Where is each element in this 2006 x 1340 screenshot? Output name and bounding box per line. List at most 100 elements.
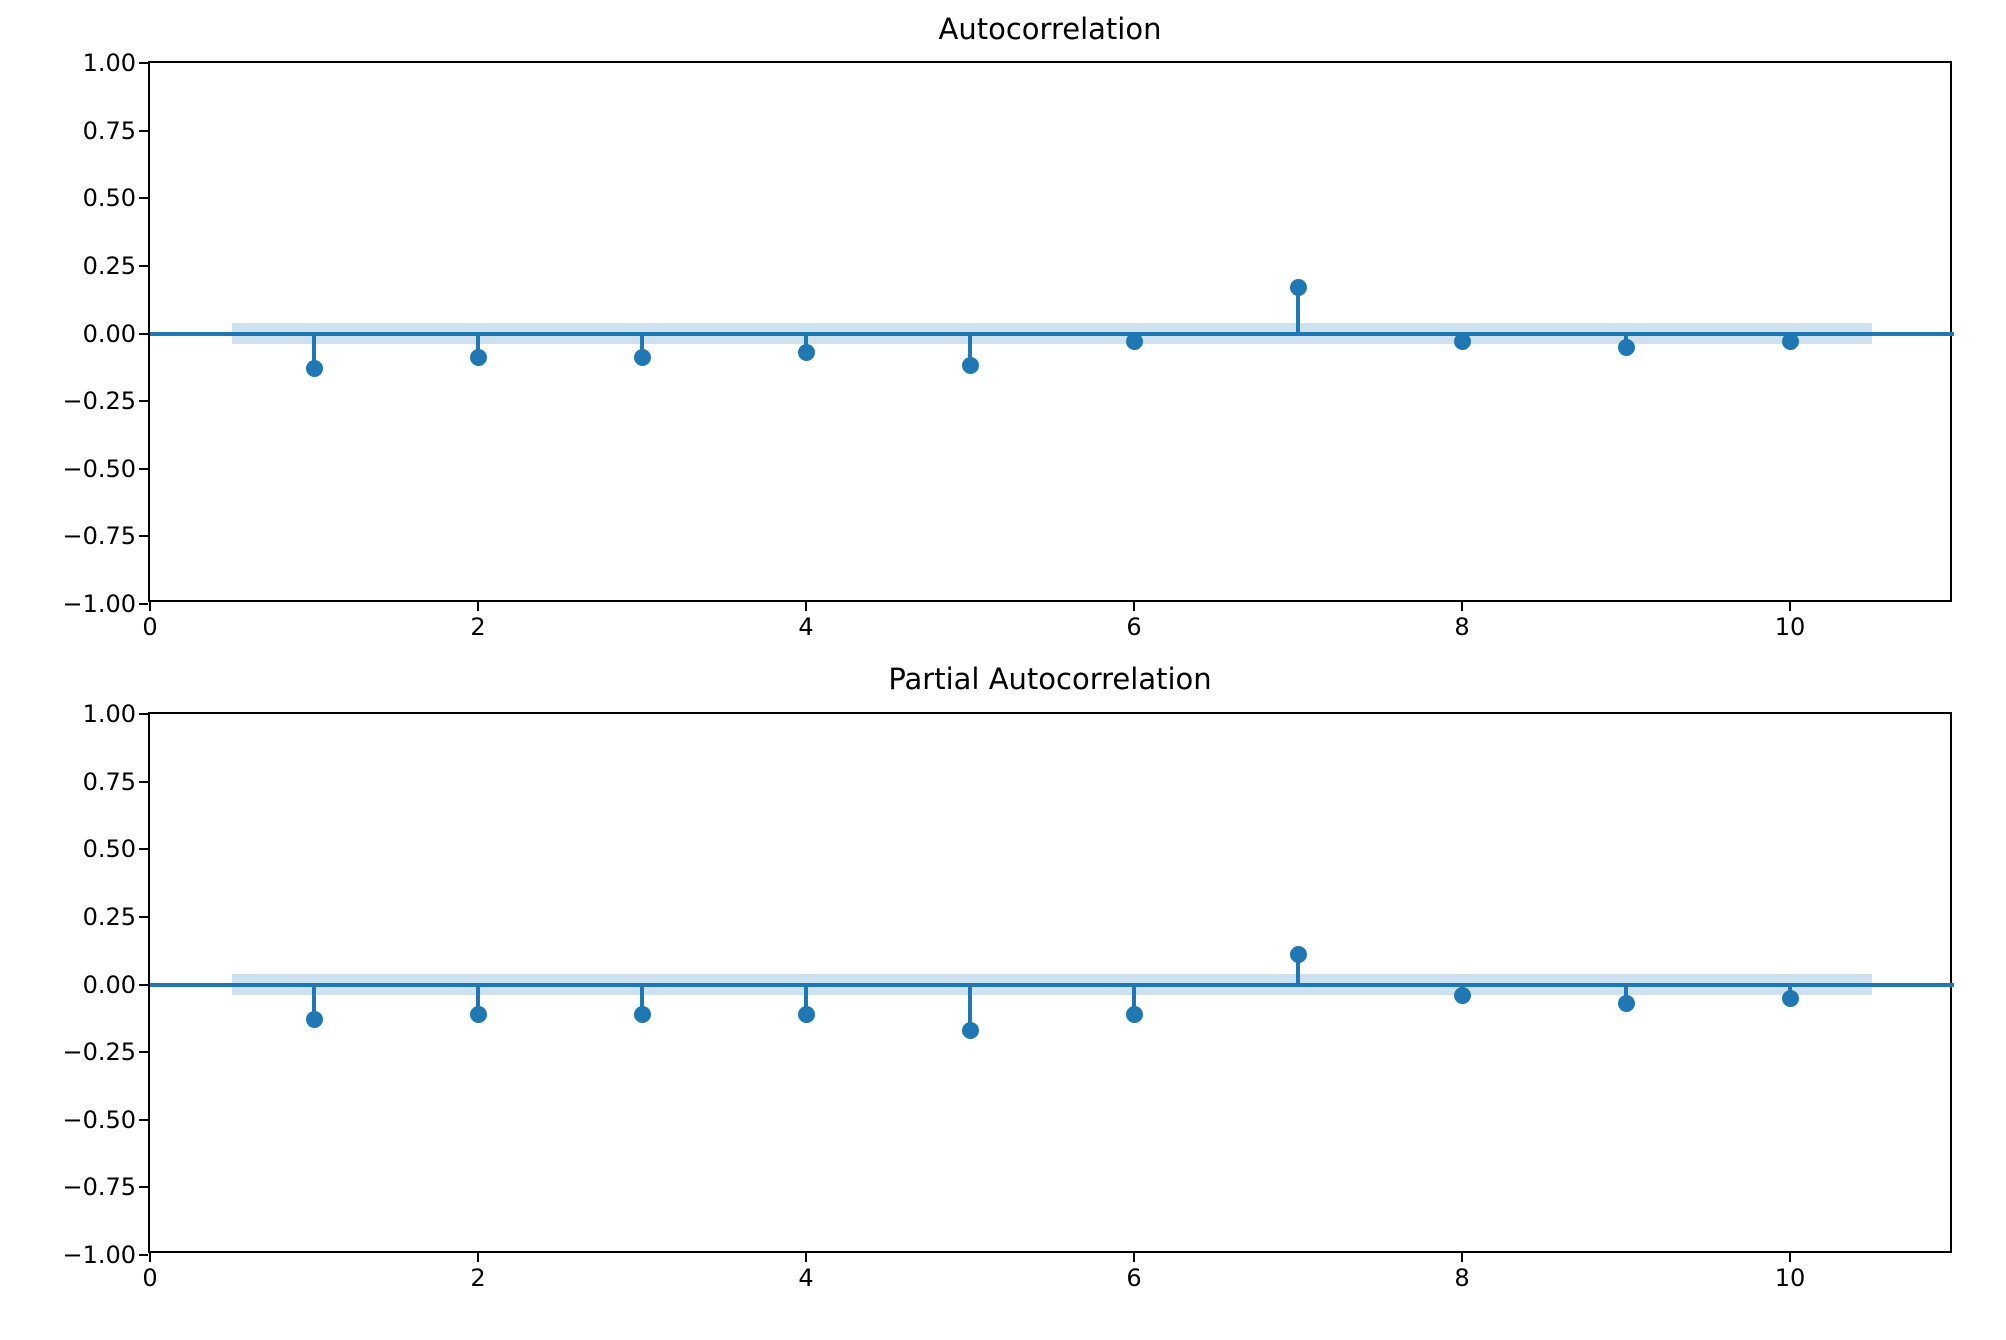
pacf-marker-lag-2 <box>469 1005 487 1023</box>
pacf-marker-lag-9 <box>1617 994 1635 1012</box>
acf-marker-lag-7 <box>1289 279 1307 296</box>
pacf-xtick-label: 8 <box>1454 1264 1470 1292</box>
pacf-stem-lag-1 <box>312 984 316 1020</box>
pacf-xtick <box>1133 1253 1135 1262</box>
acf-marker-lag-6 <box>1125 333 1143 351</box>
pacf-axes: 1.00 0.75 0.50 0.25 0.00 −0.25 −0.50 −0.75 −1.00… <box>62 700 1954 1292</box>
pacf-ytick-label: 1.00 <box>82 700 136 728</box>
pacf-stem-lag-5 <box>968 984 972 1031</box>
pacf-marker-lag-5 <box>961 1021 979 1039</box>
acf-xtick-label: 4 <box>798 613 814 641</box>
pacf-xtick-label: 6 <box>1126 1264 1142 1292</box>
acf-xtick-label: 6 <box>1126 613 1142 641</box>
acf-marker-lag-5 <box>961 357 979 375</box>
pacf-stem-lag-6 <box>1132 984 1136 1015</box>
acf-ytick <box>139 400 148 403</box>
acf-stem-lag-5 <box>968 333 972 366</box>
pacf-xtick-label: 2 <box>470 1264 486 1292</box>
acf-ytick-label: −1.00 <box>62 590 136 618</box>
pacf-marker-lag-10 <box>1781 989 1799 1007</box>
pacf-ytick <box>139 780 148 783</box>
pacf-xtick <box>149 1253 151 1262</box>
acf-xtick <box>1133 602 1135 611</box>
pacf-ytick <box>139 1186 148 1189</box>
pacf-stem-lag-3 <box>640 984 644 1015</box>
pacf-ytick-label: 0.00 <box>82 970 136 999</box>
pacf-xtick-label: 10 <box>1774 1264 1806 1292</box>
acf-stem-lag-4 <box>804 333 808 353</box>
pacf-xtick-label: 4 <box>798 1264 814 1292</box>
pacf-marker-lag-3 <box>633 1005 651 1023</box>
pacf-stem-lag-9 <box>1624 984 1628 1004</box>
acf-ytick-label: 0.00 <box>82 319 136 348</box>
acf-xtick <box>149 602 151 611</box>
acf-ytick <box>139 62 148 64</box>
acf-ytick <box>139 535 148 538</box>
acf-ytick-label: −0.25 <box>62 387 136 416</box>
pacf-stem-lag-7 <box>1296 954 1300 985</box>
acf-marker-lag-1 <box>305 360 323 378</box>
pacf-marker-lag-4 <box>797 1005 815 1023</box>
pacf-xtick <box>477 1253 479 1262</box>
pacf-ytick-label: −1.00 <box>62 1241 136 1269</box>
pacf-marker-lag-6 <box>1125 1005 1143 1023</box>
pacf-ytick <box>139 848 148 851</box>
acf-ytick <box>139 197 148 200</box>
acf-xtick-label: 10 <box>1774 613 1806 641</box>
acf-xtick-label: 8 <box>1454 613 1470 641</box>
pacf-xtick <box>1461 1253 1463 1262</box>
pacf-xtick-label: 0 <box>142 1264 158 1292</box>
acf-xtick-label: 2 <box>470 613 486 641</box>
pacf-marker-lag-8 <box>1453 986 1471 1004</box>
acf-ytick <box>139 129 148 132</box>
pacf-title: Partial Autocorrelation <box>888 662 1212 696</box>
pacf-ytick <box>139 1118 148 1121</box>
pacf-xtick <box>1789 1253 1791 1262</box>
acf-xtick <box>1789 602 1791 611</box>
pacf-stem-lag-4 <box>804 984 808 1015</box>
acf-ytick-label: 0.50 <box>82 184 136 213</box>
acf-marker-lag-9 <box>1617 338 1635 356</box>
acf-stem-lag-2 <box>476 333 480 358</box>
pacf-subplot: Partial Autocorrelation 1.00 0.75 0.50 0.25… <box>0 651 2006 1340</box>
pacf-ytick <box>139 983 148 986</box>
pacf-stem-lag-2 <box>476 984 480 1015</box>
pacf-ytick-label: −0.25 <box>62 1038 136 1067</box>
acf-xtick <box>1461 602 1463 611</box>
acf-axes: 1.00 0.75 0.50 0.25 0.00 −0.25 −0.50 −0.75 −1.00… <box>62 49 1954 641</box>
acf-ytick-label: −0.50 <box>62 454 136 483</box>
pacf-ytick <box>139 1254 148 1256</box>
pacf-zero-line <box>150 982 1954 987</box>
acf-ytick <box>139 264 148 267</box>
pacf-ytick-label: −0.50 <box>62 1105 136 1134</box>
acf-marker-lag-2 <box>469 349 487 367</box>
acf-title: Autocorrelation <box>938 12 1162 46</box>
acf-marker-lag-4 <box>797 343 815 361</box>
acf-ytick <box>139 332 148 335</box>
acf-stem-lag-3 <box>640 333 644 358</box>
acf-subplot: Autocorrelation 1.00 0.75 0.50 0.25 0.00 −0.2… <box>0 0 2006 651</box>
pacf-xtick <box>805 1253 807 1262</box>
pacf-ytick-label: 0.25 <box>82 902 136 931</box>
acf-xtick <box>805 602 807 611</box>
acf-ytick-label: 0.75 <box>82 116 136 145</box>
acf-ytick-label: 0.25 <box>82 251 136 280</box>
pacf-ytick <box>139 713 148 715</box>
pacf-marker-lag-1 <box>305 1011 323 1029</box>
pacf-marker-lag-7 <box>1289 946 1307 964</box>
pacf-ytick <box>139 1051 148 1054</box>
acf-stem-lag-1 <box>312 333 316 369</box>
pacf-ytick <box>139 915 148 918</box>
acf-ytick <box>139 467 148 470</box>
acf-xtick-label: 0 <box>142 613 158 641</box>
acf-stem-lag-7 <box>1296 287 1300 334</box>
acf-marker-lag-8 <box>1453 333 1471 351</box>
acf-ytick-label: −0.75 <box>62 522 136 551</box>
acf-marker-lag-3 <box>633 349 651 367</box>
pacf-ytick-label: 0.50 <box>82 835 136 864</box>
acf-marker-lag-10 <box>1781 333 1799 351</box>
acf-zero-line <box>150 331 1954 336</box>
pacf-ytick-label: 0.75 <box>82 767 136 796</box>
acf-ytick-label: 1.00 <box>82 49 136 77</box>
